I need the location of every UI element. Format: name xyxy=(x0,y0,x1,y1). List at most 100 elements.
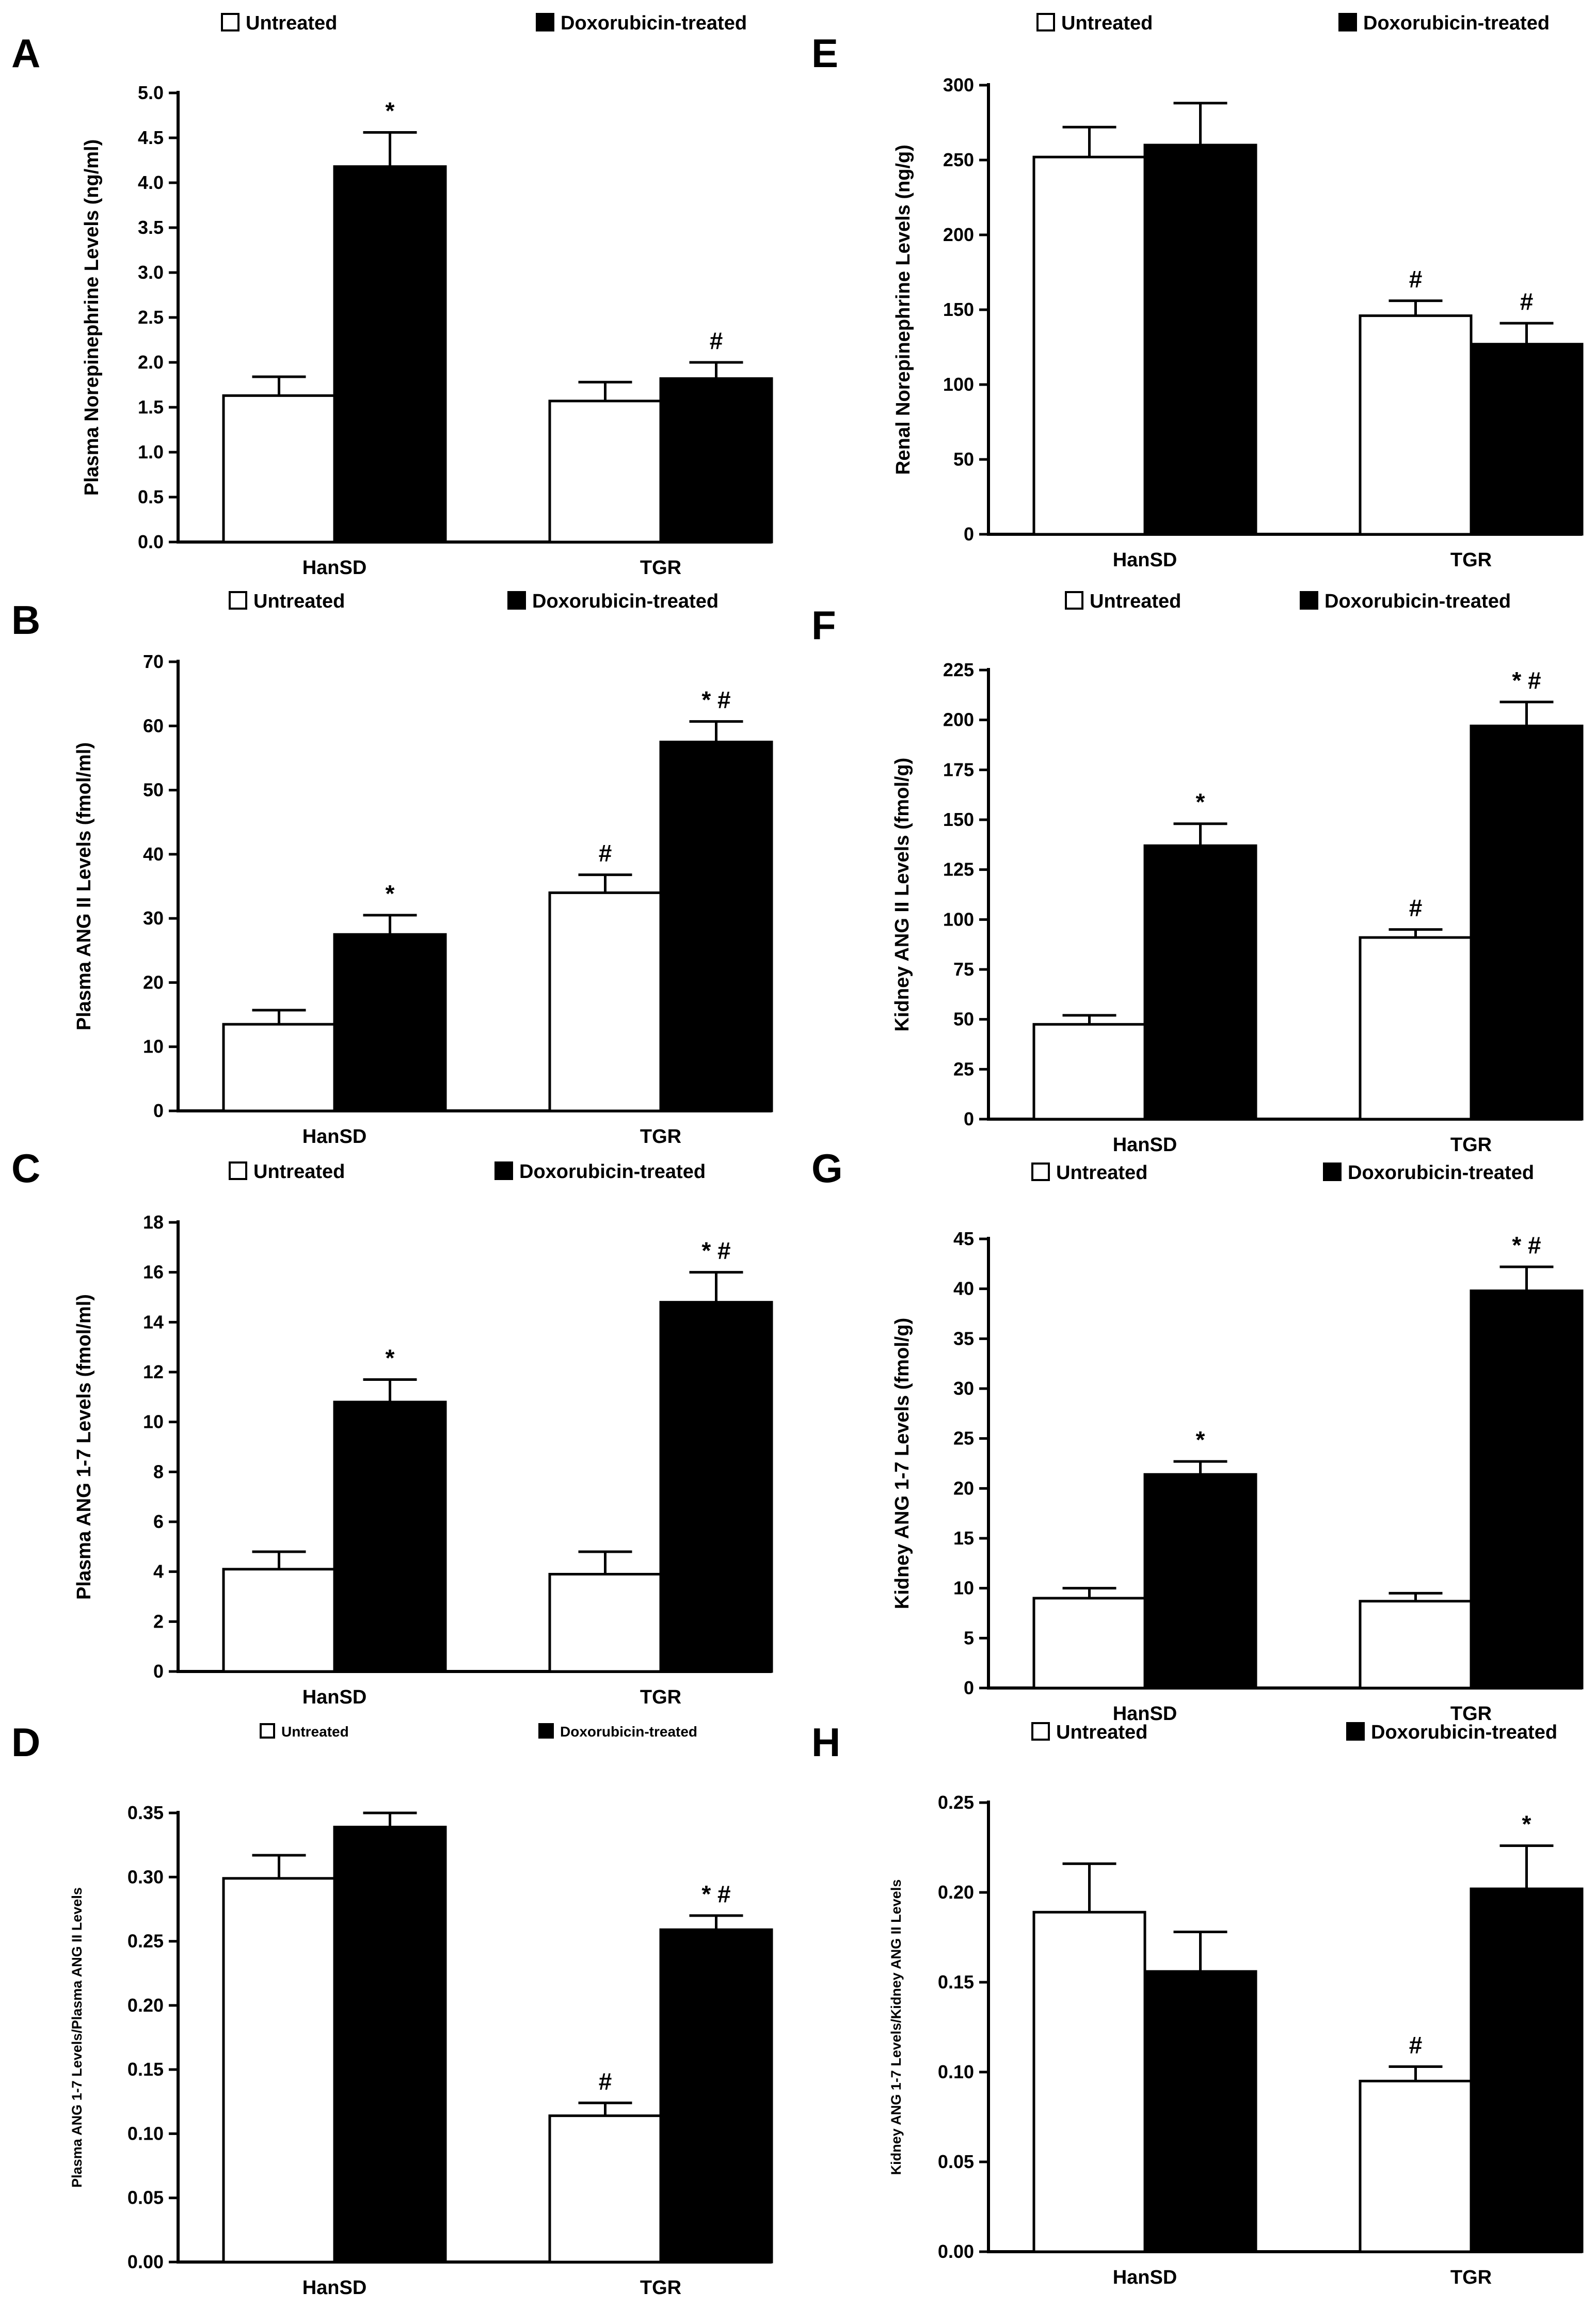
y-tick-label: 100 xyxy=(943,909,974,930)
y-axis-title: Renal Norepinephrine Levels (ng/g) xyxy=(892,145,914,475)
bar-untreated-hansd xyxy=(222,394,336,544)
legend-label-treated: Doxorubicin-treated xyxy=(519,1161,706,1183)
legend-label-untreated: Untreated xyxy=(253,1161,345,1183)
panel-a: A Untreated Doxorubicin-treated Plasma Nore… xyxy=(11,12,773,579)
y-tick-label: 45 xyxy=(953,1228,974,1249)
bar-treated-tgr xyxy=(1470,724,1584,1121)
bar-untreated-hansd xyxy=(222,1023,336,1112)
y-tick-label: 20 xyxy=(143,972,164,993)
x-category-label: TGR xyxy=(640,1126,681,1148)
bar-untreated-hansd xyxy=(222,1568,336,1673)
y-tick-label: 200 xyxy=(943,224,974,245)
y-tick-label: 30 xyxy=(953,1378,974,1399)
bar-treated-hansd xyxy=(1143,144,1257,536)
x-category-label: HanSD xyxy=(1113,2267,1177,2288)
y-tick-label: 25 xyxy=(953,1058,974,1079)
y-axis-title: Plasma Norepinephrine Levels (ng/ml) xyxy=(81,139,103,496)
legend-label-treated: Doxorubicin-treated xyxy=(561,12,747,34)
legend-label-untreated: Untreated xyxy=(1056,1722,1147,1743)
y-tick-label: 0.15 xyxy=(938,1971,974,1993)
y-tick-label: 40 xyxy=(953,1278,974,1299)
bar-treated-hansd xyxy=(1143,1970,1257,2253)
y-tick-label: 0.00 xyxy=(938,2241,974,2262)
x-category-label: TGR xyxy=(640,557,681,579)
y-tick-label: 1.5 xyxy=(138,396,164,418)
y-tick-label: 35 xyxy=(953,1328,974,1349)
y-tick-label: 3.5 xyxy=(138,217,164,238)
y-tick-label: 100 xyxy=(943,374,974,395)
y-tick-label: 50 xyxy=(953,449,974,470)
panel-letter: C xyxy=(11,1145,40,1191)
significance-marker: * xyxy=(1196,789,1205,816)
legend-swatch-treated xyxy=(1346,1722,1365,1741)
y-tick-label: 0.35 xyxy=(127,1802,164,1823)
y-tick-label: 150 xyxy=(943,299,974,320)
bar-treated-hansd xyxy=(1143,1473,1257,1690)
y-tick-label: 60 xyxy=(143,715,164,736)
y-tick-label: 10 xyxy=(953,1578,974,1599)
bar-treated-tgr xyxy=(1470,1289,1584,1690)
legend-swatch-untreated xyxy=(229,591,247,610)
y-tick-label: 4.0 xyxy=(138,172,164,193)
legend-swatch-untreated xyxy=(221,13,240,31)
y-axis-title: Plasma ANG 1-7 Levels/Plasma ANG II Leve… xyxy=(69,1887,85,2188)
significance-marker: * # xyxy=(701,687,730,713)
y-tick-label: 0.05 xyxy=(938,2151,974,2172)
legend-swatch-untreated xyxy=(1031,1163,1050,1181)
y-tick-label: 50 xyxy=(143,779,164,801)
bar-treated-tgr xyxy=(1470,1887,1584,2253)
y-tick-label: 0.05 xyxy=(127,2187,164,2208)
x-category-label: TGR xyxy=(1450,2267,1492,2288)
panel-letter: F xyxy=(811,602,836,648)
y-tick-label: 125 xyxy=(943,859,974,880)
y-axis-title: Plasma ANG 1-7 Levels (fmol/ml) xyxy=(73,1294,95,1600)
bar-untreated-tgr xyxy=(548,1573,662,1673)
y-tick-label: 1.0 xyxy=(138,441,164,463)
y-tick-label: 0.10 xyxy=(127,2123,164,2144)
legend-swatch-treated xyxy=(507,591,526,610)
y-tick-label: 15 xyxy=(953,1527,974,1549)
y-tick-label: 175 xyxy=(943,759,974,780)
y-tick-label: 2.0 xyxy=(138,352,164,373)
legend: Untreated Doxorubicin-treated xyxy=(1065,591,1511,612)
bar-untreated-tgr xyxy=(1359,936,1473,1121)
legend-swatch-treated xyxy=(1338,13,1357,31)
bar-untreated-tgr xyxy=(1359,2079,1473,2253)
bar-untreated-hansd xyxy=(1032,155,1146,536)
panel-d: D Untreated Doxorubicin-treated Plasma ANG … xyxy=(11,1719,773,2299)
y-tick-label: 75 xyxy=(953,959,974,980)
significance-marker: # xyxy=(1520,288,1534,315)
legend: Untreated Doxorubicin-treated xyxy=(260,1723,697,1740)
legend-label-untreated: Untreated xyxy=(246,12,337,34)
significance-marker: * xyxy=(386,1345,395,1372)
panel-f: F Untreated Doxorubicin-treated Kidney ANG … xyxy=(811,591,1584,1156)
panel-letter: B xyxy=(11,597,40,643)
legend-label-untreated: Untreated xyxy=(253,591,345,612)
bar-treated-hansd xyxy=(333,1825,447,2264)
legend-label-untreated: Untreated xyxy=(1090,591,1181,612)
y-tick-label: 0.25 xyxy=(127,1931,164,1952)
y-tick-label: 40 xyxy=(143,843,164,865)
legend-swatch-treated xyxy=(538,1723,554,1739)
legend-swatch-treated xyxy=(536,13,554,31)
y-tick-label: 10 xyxy=(143,1036,164,1057)
significance-marker: # xyxy=(710,327,723,354)
y-tick-label: 0 xyxy=(964,1108,974,1129)
significance-marker: # xyxy=(1409,895,1423,921)
y-tick-label: 0.0 xyxy=(138,531,164,552)
y-tick-label: 4.5 xyxy=(138,127,164,148)
panel-h: H Untreated Doxorubicin-treated Kidney ANG … xyxy=(811,1719,1584,2288)
y-tick-label: 2 xyxy=(153,1611,164,1632)
legend-label-untreated: Untreated xyxy=(281,1724,349,1740)
bar-treated-tgr xyxy=(659,740,773,1112)
y-tick-label: 2.5 xyxy=(138,307,164,328)
bar-untreated-tgr xyxy=(1359,1600,1473,1690)
panel-letter: G xyxy=(811,1145,843,1191)
y-tick-label: 0.20 xyxy=(127,1995,164,2016)
panel-g: G Untreated Doxorubicin-treated Kidney ANG … xyxy=(811,1145,1584,1725)
significance-marker: # xyxy=(1409,266,1423,293)
y-tick-label: 225 xyxy=(943,659,974,680)
legend: Untreated Doxorubicin-treated xyxy=(221,12,747,34)
legend: Untreated Doxorubicin-treated xyxy=(1031,1162,1534,1184)
significance-marker: * xyxy=(1196,1426,1205,1453)
